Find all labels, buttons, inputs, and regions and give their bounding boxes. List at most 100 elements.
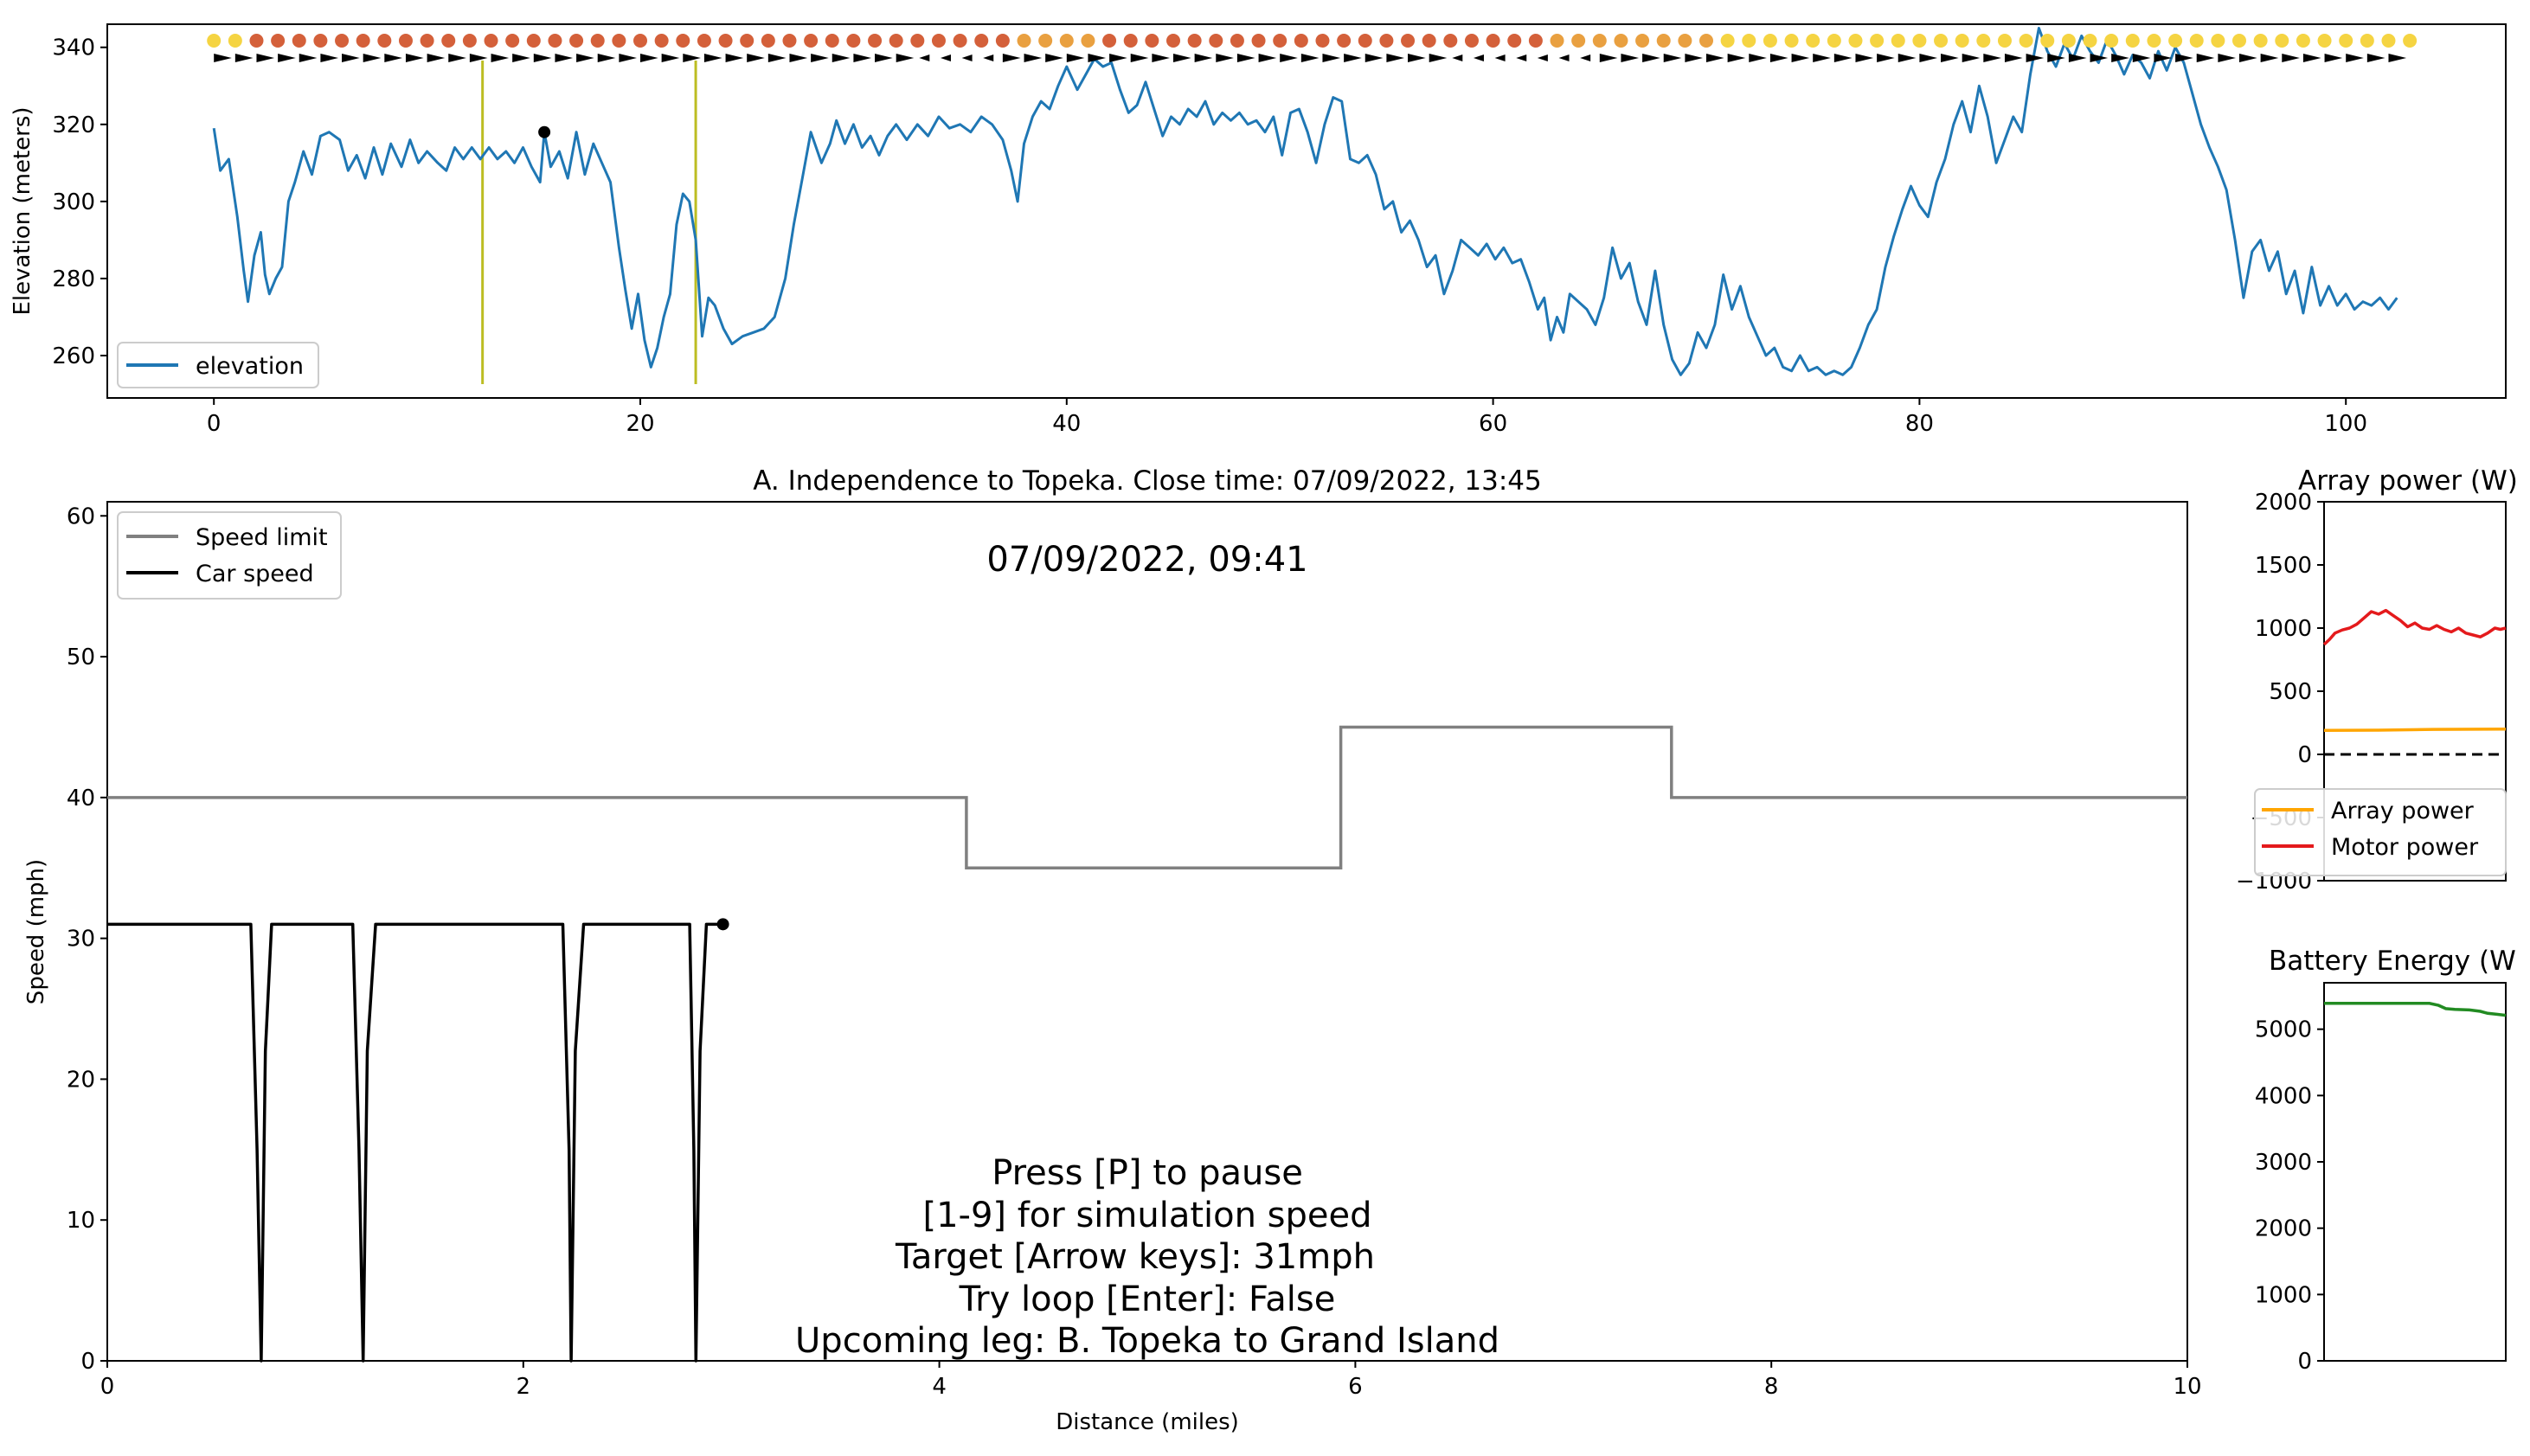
wind-arrow: [703, 54, 722, 62]
weather-dot: [2061, 34, 2076, 48]
instruction-upcoming-leg: Upcoming leg: B. Topeka to Grand Island: [795, 1321, 1499, 1361]
weather-dot: [782, 34, 797, 48]
weather-dot: [484, 34, 498, 48]
power-y-tick-label: 1000: [2255, 616, 2312, 642]
weather-dot: [356, 34, 370, 48]
wind-arrow: [2282, 54, 2300, 62]
wind-arrow: [1258, 54, 1277, 62]
wind-arrow: [640, 54, 658, 62]
wind-arrow: [811, 54, 829, 62]
wind-arrow: [2026, 54, 2045, 62]
wind-arrow: [2090, 54, 2109, 62]
speed-x-tick-label: 6: [1348, 1374, 1363, 1400]
elevation-y-tick-label: 260: [52, 343, 95, 369]
speed-x-axis-label: Distance (miles): [1056, 1409, 1239, 1435]
speed-y-tick-label: 20: [67, 1067, 95, 1093]
wind-arrow: [2047, 54, 2065, 62]
wind-arrow: [1216, 54, 1234, 62]
speed-y-tick-label: 40: [67, 786, 95, 811]
weather-dot: [718, 34, 733, 48]
battery-energy-line: [2324, 1002, 2507, 1017]
wind-arrow: [1663, 54, 1682, 62]
speed-y-tick-label: 30: [67, 927, 95, 952]
wind-arrow: [2324, 54, 2343, 62]
speed-chart-title: A. Independence to Topeka. Close time: 0…: [753, 465, 1542, 497]
weather-dot: [825, 34, 839, 48]
legend-label-array-power: Array power: [2331, 798, 2475, 824]
weather-dot: [441, 34, 456, 48]
weather-dot: [1315, 34, 1330, 48]
weather-dot: [2275, 34, 2289, 48]
wind-arrow: [1749, 54, 1767, 62]
wind-arrow: [320, 54, 339, 62]
wind-arrow: [2346, 54, 2364, 62]
elevation-line: [212, 27, 2398, 376]
elevation-x-tick-label: 0: [207, 411, 222, 437]
elevation-plot: 0 20 40 60 80 100 260 280 300 320 340: [52, 27, 2418, 437]
elevation-y-tick-label: 300: [52, 189, 95, 215]
weather-dot: [462, 34, 477, 48]
wind-arrow: [1494, 55, 1506, 61]
legend-label-motor-power: Motor power: [2331, 834, 2479, 861]
weather-dot: [271, 34, 286, 48]
weather-dot: [569, 34, 584, 48]
wind-arrow: [2004, 54, 2023, 62]
wind-arrow: [1236, 54, 1255, 62]
speed-y-tick-label: 50: [67, 645, 95, 670]
weather-dot: [1038, 34, 1053, 48]
wind-arrow: [1344, 54, 1362, 62]
instruction-pause: Press [P] to pause: [992, 1153, 1303, 1193]
elevation-x-tick-label: 100: [2324, 411, 2367, 437]
speed-x-tick-label: 10: [2173, 1374, 2201, 1400]
battery-y-tick-label: 0: [2297, 1349, 2312, 1375]
weather-dot: [1401, 34, 1416, 48]
wind-arrow: [832, 54, 851, 62]
weather-dot: [846, 34, 861, 48]
weather-dot: [526, 34, 541, 48]
wind-arrow: [1727, 54, 1746, 62]
speed-y-tick-label: 0: [80, 1349, 95, 1375]
weather-dot: [1209, 34, 1223, 48]
weather-dot: [398, 34, 413, 48]
wind-arrow: [747, 54, 765, 62]
wind-arrow: [1066, 54, 1085, 62]
elevation-x-tick-label: 40: [1052, 411, 1081, 437]
wind-arrow: [597, 54, 616, 62]
wind-arrow: [1473, 55, 1484, 61]
wind-arrow: [2196, 54, 2215, 62]
wind-arrow: [2154, 54, 2173, 62]
wind-arrow: [555, 54, 574, 62]
weather-dot: [2296, 34, 2310, 48]
weather-dot: [2189, 34, 2204, 48]
weather-dot: [335, 34, 350, 48]
array-power-line: [2323, 728, 2507, 733]
weather-dot: [1251, 34, 1266, 48]
wind-arrow: [1877, 54, 1895, 62]
weather-dot: [2211, 34, 2225, 48]
weather-dot: [1635, 34, 1650, 48]
weather-dot: [1699, 34, 1713, 48]
weather-dot: [697, 34, 711, 48]
wind-arrow: [576, 54, 594, 62]
speed-x-tick-label: 2: [517, 1374, 531, 1400]
weather-dot: [2381, 34, 2396, 48]
power-chart-title: Array power (W): [2298, 465, 2518, 497]
battery-y-tick-label: 4000: [2255, 1083, 2312, 1109]
weather-dot: [1806, 34, 1820, 48]
power-plot: −1000−5000500100015002000: [2236, 490, 2507, 895]
keyboard-instructions: Press [P] to pause [1-9] for simulation …: [795, 1153, 1499, 1361]
weather-dot: [2147, 34, 2161, 48]
elevation-current-position: [538, 125, 551, 138]
wind-arrow: [1280, 54, 1298, 62]
wind-arrow: [1558, 55, 1570, 61]
battery-y-tick-label: 2000: [2255, 1216, 2312, 1242]
wind-arrow: [1537, 55, 1548, 61]
battery-y-tick-label: 1000: [2255, 1282, 2312, 1308]
weather-dot: [1230, 34, 1244, 48]
wind-arrow: [1919, 54, 1938, 62]
weather-dot: [1507, 34, 1522, 48]
wind-arrow: [363, 54, 382, 62]
wind-arrow: [1173, 54, 1191, 62]
weather-dot: [1145, 34, 1159, 48]
